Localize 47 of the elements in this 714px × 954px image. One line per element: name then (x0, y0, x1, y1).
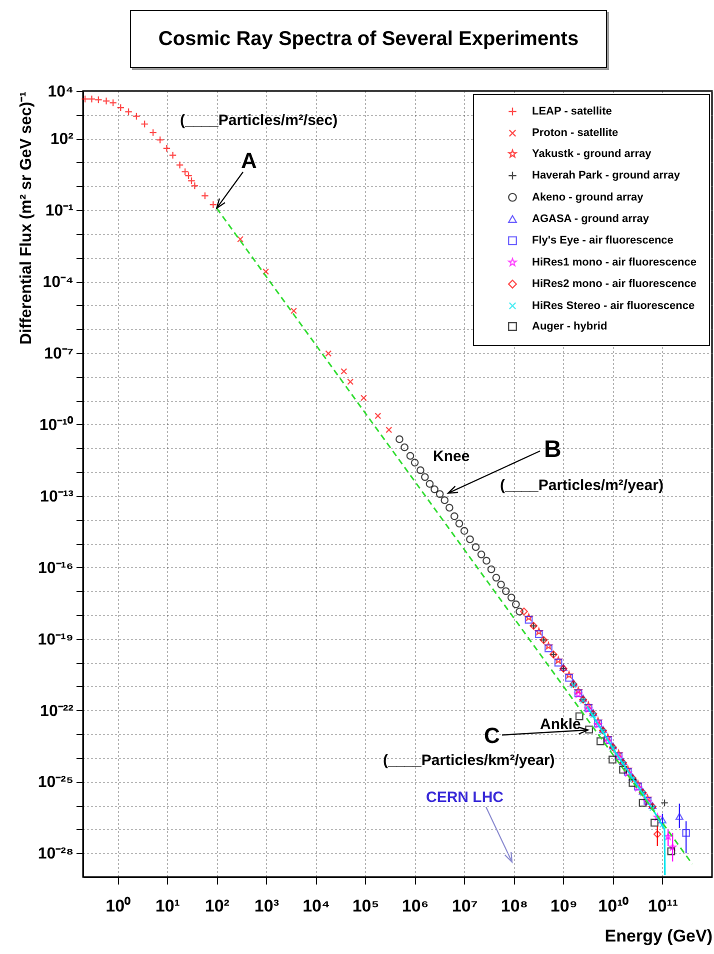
annotation: Ankle (540, 716, 581, 733)
annotation: A (241, 148, 257, 173)
x-tick-label: 10⁰ (106, 896, 131, 916)
legend-label: HiRes2 mono - air fluorescence (532, 278, 696, 290)
chart-title: Cosmic Ray Spectra of Several Experiments (130, 10, 607, 68)
legend-label: HiRes1 mono - air fluorescence (532, 256, 696, 268)
legend-label: Yakustk - ground array (532, 148, 652, 160)
y-tick-label: 10⁻¹³ (40, 488, 74, 506)
annotation: (____Particles/km²/year) (383, 752, 555, 769)
y-tick-label: 10⁻²² (40, 702, 74, 720)
legend-label: Fly's Eye - air fluorescence (532, 234, 674, 247)
y-tick-label: 10⁻⁷ (44, 346, 74, 362)
x-tick-label: 10¹⁰ (598, 896, 629, 916)
y-tick-label: 10⁻¹⁰ (39, 416, 74, 434)
annotation: Knee (433, 448, 470, 465)
y-tick-label: 10⁻¹⁹ (38, 631, 74, 648)
legend-label: AGASA - ground array (532, 213, 650, 225)
y-tick-label: 10⁻⁴ (42, 274, 74, 292)
x-tick-label: 10⁴ (302, 896, 330, 916)
annotation: C (484, 723, 500, 748)
annotation: (____Particles/m²/year) (500, 477, 664, 494)
legend-label: LEAP - satellite (532, 106, 612, 118)
legend-label: Akeno - ground array (532, 191, 644, 204)
y-tick-label: 10⁻¹⁶ (38, 560, 74, 577)
x-tick-label: 10⁸ (500, 896, 528, 916)
y-axis-title: Differential Flux (m² sr GeV sec)⁻¹ (18, 92, 35, 345)
x-tick-label: 10⁷ (452, 896, 478, 916)
y-tick-label: 10⁴ (48, 84, 74, 100)
annotation: (____Particles/m²/sec) (180, 112, 338, 129)
annotation: B (544, 436, 562, 463)
y-tick-label: 10⁻²⁵ (38, 774, 74, 792)
legend-label: Auger - hybrid (532, 320, 608, 332)
x-tick-label: 10¹¹ (648, 896, 678, 916)
y-tick-label: 10² (50, 131, 74, 148)
x-tick-label: 10⁶ (402, 896, 429, 916)
y-tick-label: 10⁻²⁸ (38, 846, 74, 863)
x-tick-label: 10⁵ (352, 896, 380, 916)
legend-label: HiRes Stereo - air fluorescence (532, 300, 695, 312)
x-tick-label: 10¹ (155, 896, 180, 916)
x-tick-label: 10³ (254, 896, 280, 916)
legend-label: Proton - satellite (532, 127, 618, 140)
y-tick-label: 10⁻¹ (45, 202, 74, 220)
legend-label: Haverah Park - ground array (532, 170, 681, 182)
x-axis-title: Energy (GeV) (604, 926, 712, 946)
annotation: CERN LHC (426, 789, 504, 806)
x-tick-label: 10² (204, 896, 230, 916)
x-tick-label: 10⁹ (550, 896, 578, 916)
